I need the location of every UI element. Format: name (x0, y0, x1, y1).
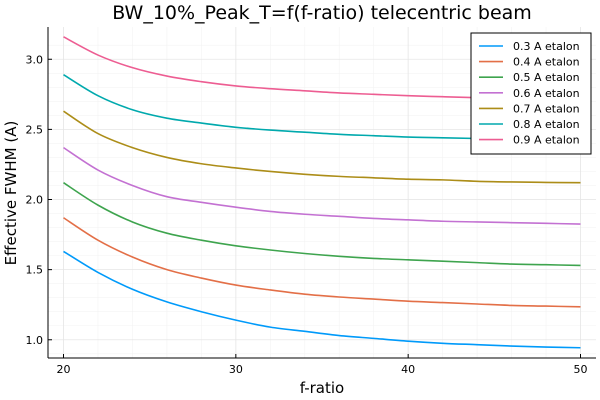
y-tick-labels: 1.0 1.5 2.0 2.5 3.0 (26, 53, 52, 347)
x-tick-labels: 20 30 40 50 (57, 354, 587, 376)
legend-label: 0.9 A etalon (513, 134, 580, 147)
legend-label: 0.7 A etalon (513, 102, 580, 115)
legend-label: 0.3 A etalon (513, 40, 580, 53)
y-tick-label: 2.0 (26, 194, 44, 207)
series-line-2 (63, 217, 581, 308)
x-tick-label: 20 (57, 363, 71, 376)
legend-label: 0.8 A etalon (513, 118, 580, 131)
x-tick-label: 40 (401, 363, 415, 376)
series-line-4 (63, 146, 581, 225)
legend-label: 0.4 A etalon (513, 56, 580, 69)
legend-label: 0.5 A etalon (513, 71, 580, 84)
y-tick-label: 3.0 (26, 53, 44, 66)
axes (47, 27, 596, 359)
y-tick-label: 1.0 (26, 334, 44, 347)
legend: 0.3 A etalon 0.4 A etalon 0.5 A etalon 0.6 … (470, 32, 592, 155)
series-line-3 (63, 182, 581, 267)
series-line-1 (63, 250, 581, 349)
y-tick-label: 2.5 (26, 123, 44, 136)
x-tick-label: 50 (573, 363, 587, 376)
series-line-5 (63, 110, 581, 184)
y-axis-label: Effective FWHM (A) (2, 121, 20, 266)
legend-label: 0.6 A etalon (513, 87, 580, 100)
chart-title: BW_10%_Peak_T=f(f-ratio) telecentric bea… (112, 2, 532, 24)
x-tick-label: 30 (229, 363, 243, 376)
y-tick-label: 1.5 (26, 264, 44, 277)
x-axis-label: f-ratio (300, 379, 344, 397)
